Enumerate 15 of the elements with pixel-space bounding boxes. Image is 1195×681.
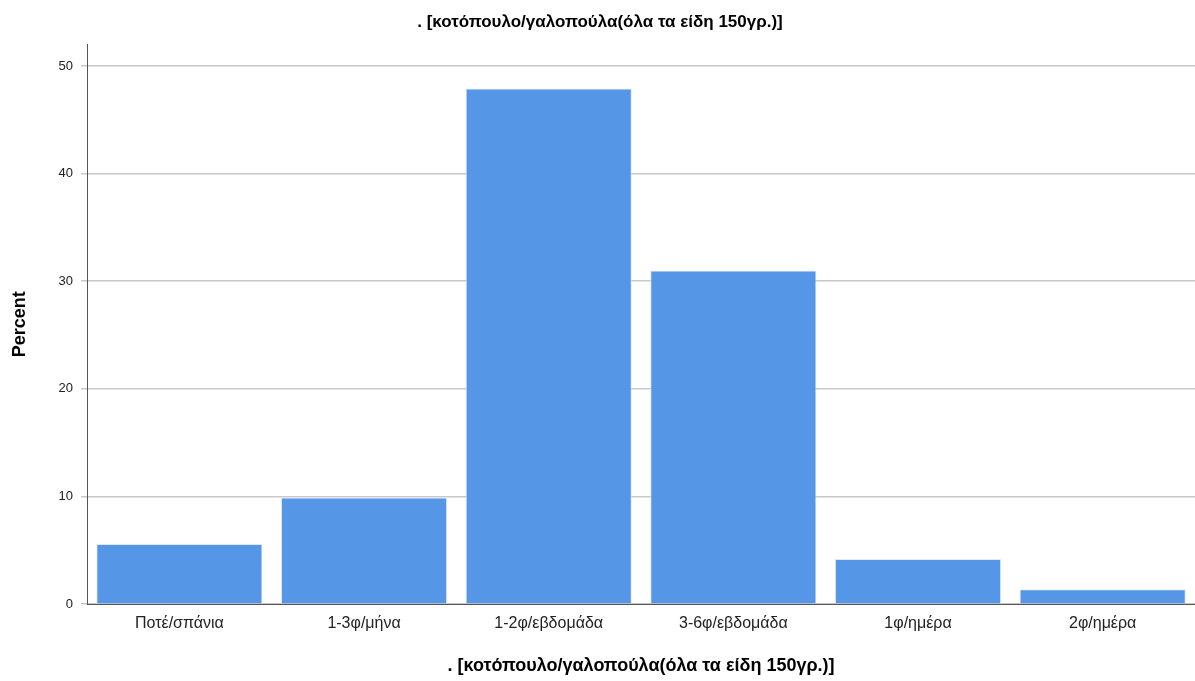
x-tick-label: Ποτέ/σπάνια bbox=[134, 614, 224, 632]
y-tick-label: 20 bbox=[58, 380, 74, 396]
y-tick-label: 40 bbox=[58, 165, 74, 181]
x-tick-label: 1φ/ημέρα bbox=[884, 614, 952, 632]
y-tick-label: 50 bbox=[58, 57, 74, 73]
x-tick-label: 1-3φ/μήνα bbox=[327, 614, 401, 632]
x-axis-title: . [κοτόπουλο/γαλοπούλα(όλα τα είδη 150γρ.)] bbox=[447, 655, 835, 676]
y-tick-label: 30 bbox=[58, 272, 74, 288]
chart-title: . [κοτόπουλο/γαλοπούλα(όλα τα είδη 150γρ.)] bbox=[417, 11, 783, 31]
x-tick-label: 2φ/ημέρα bbox=[1069, 614, 1137, 632]
y-tick-label: 0 bbox=[65, 595, 74, 611]
y-axis-title: Percent bbox=[8, 291, 29, 358]
x-tick-label: 1-2φ/εβδομάδα bbox=[494, 614, 604, 632]
y-tick-label: 10 bbox=[58, 488, 74, 504]
x-tick-label: 3-6φ/εβδομάδα bbox=[679, 614, 788, 632]
